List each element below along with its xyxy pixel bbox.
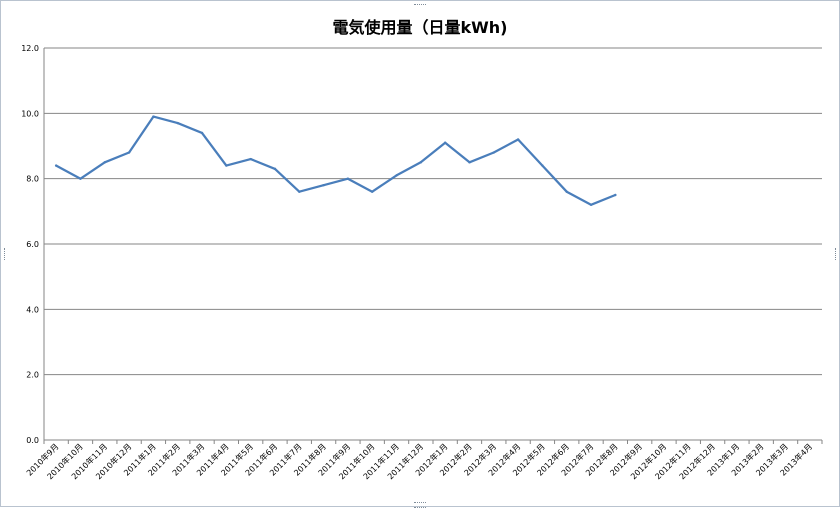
- data-point: [419, 161, 423, 164]
- y-tick-label: 6.0: [26, 240, 39, 249]
- resize-handle-top[interactable]: [414, 0, 426, 5]
- data-point: [492, 151, 495, 154]
- y-tick-label: 10.0: [21, 109, 39, 118]
- data-point: [273, 167, 277, 171]
- data-point: [371, 190, 374, 193]
- y-tick-label: 4.0: [26, 305, 39, 314]
- resize-handle-right[interactable]: [835, 248, 840, 260]
- data-point: [589, 203, 593, 206]
- chart-title: 電気使用量（日量kWh): [332, 18, 508, 37]
- data-point: [395, 174, 398, 177]
- data-point: [565, 190, 568, 193]
- data-point: [541, 164, 544, 167]
- data-point: [79, 177, 82, 180]
- data-point: [443, 141, 447, 144]
- data-point: [614, 193, 617, 197]
- y-tick-label: 12.0: [21, 44, 39, 53]
- data-point: [298, 190, 301, 193]
- data-point: [516, 138, 520, 141]
- data-point: [103, 161, 106, 164]
- data-point: [200, 131, 204, 135]
- data-point: [346, 177, 350, 180]
- data-point: [322, 184, 325, 187]
- y-tick-label: 8.0: [26, 175, 39, 184]
- y-tick-label: 2.0: [26, 371, 39, 380]
- resize-handle-left[interactable]: [0, 248, 5, 260]
- data-point: [468, 161, 471, 164]
- series-line: [55, 115, 617, 206]
- y-tick-label: 0.0: [26, 436, 39, 445]
- data-point: [127, 151, 131, 154]
- data-point: [176, 121, 179, 125]
- data-point: [152, 115, 155, 118]
- data-point: [225, 164, 228, 167]
- data-point: [249, 157, 252, 161]
- data-point: [54, 164, 58, 167]
